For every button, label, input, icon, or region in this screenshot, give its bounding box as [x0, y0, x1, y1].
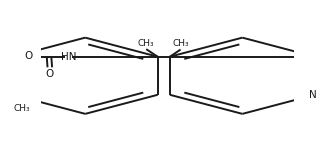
Text: HN: HN [61, 52, 76, 62]
Text: N: N [309, 90, 317, 100]
Text: CH₃: CH₃ [137, 39, 154, 48]
Text: CH₃: CH₃ [173, 39, 189, 48]
Text: O: O [25, 51, 33, 61]
Text: CH₃: CH₃ [14, 104, 30, 113]
Text: O: O [45, 69, 54, 79]
